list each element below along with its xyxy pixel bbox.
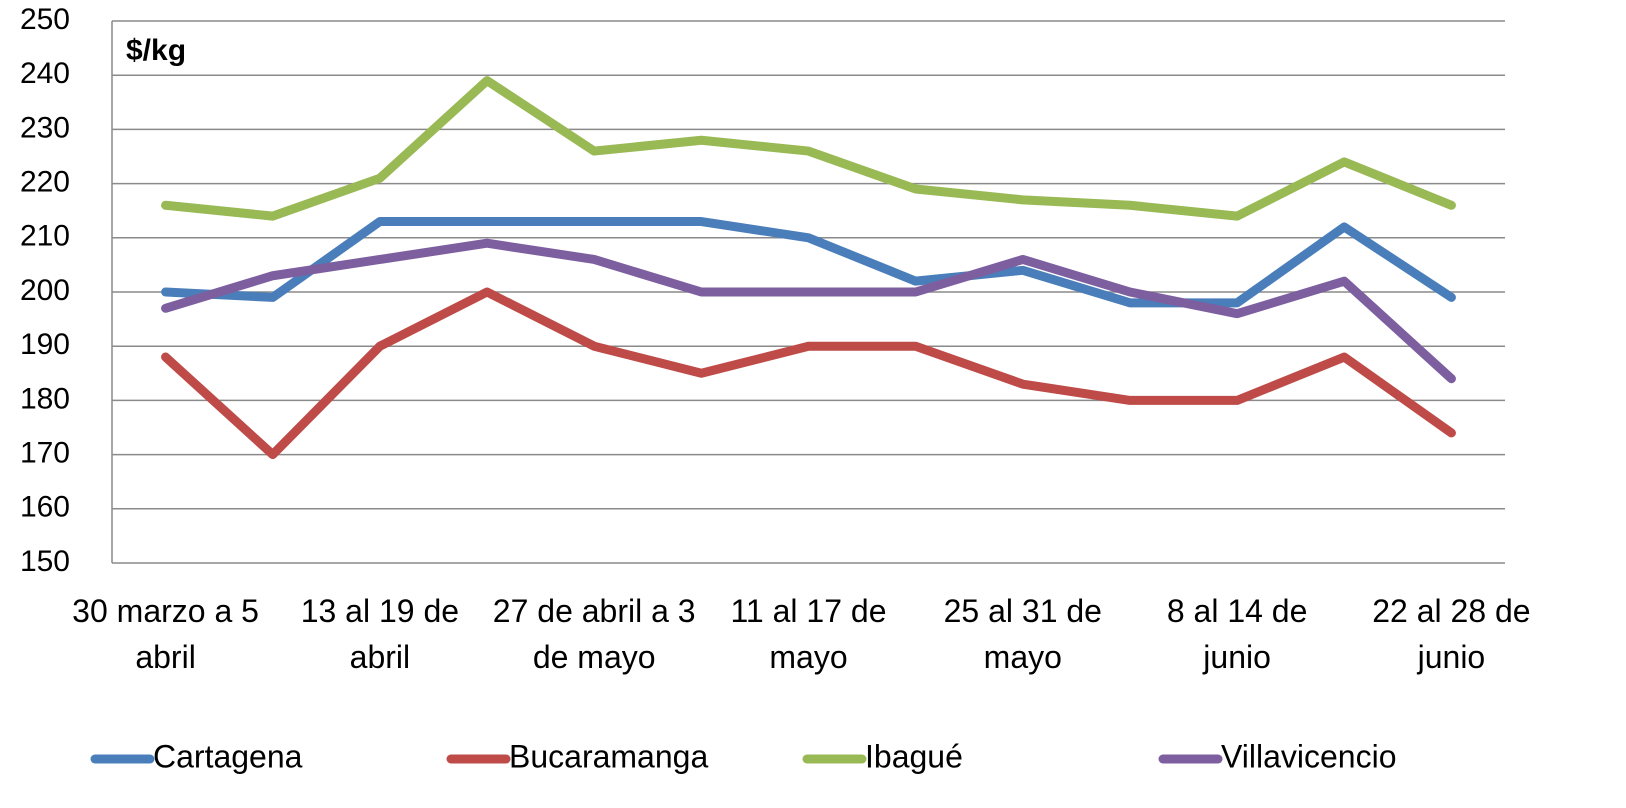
y-tick-label: 230 (20, 111, 70, 144)
series-line (161, 238, 1456, 384)
x-tick-label: 8 al 14 de junio (1166, 593, 1308, 675)
series-line (161, 287, 1456, 460)
y-tick-label: 190 (20, 328, 70, 361)
legend-label: Bucaramanga (509, 738, 708, 774)
series-line (161, 217, 1456, 308)
x-tick-label: 27 de abril a 3 de mayo (492, 593, 696, 675)
y-tick-label: 250 (20, 3, 70, 36)
y-tick-label: 160 (20, 491, 70, 524)
x-tick-label: 13 al 19 de abril (300, 593, 460, 675)
y-tick-label: 220 (20, 166, 70, 199)
x-tick-label: 22 al 28 de junio (1372, 593, 1531, 675)
y-tick-label: 240 (20, 57, 70, 90)
legend-label: Villavicencio (1221, 738, 1397, 774)
y-tick-label: 180 (20, 382, 70, 415)
x-tick-label: 25 al 31 de mayo (943, 593, 1102, 675)
y-tick-label: 170 (20, 437, 70, 470)
unit-annotation: $/kg (126, 34, 186, 67)
y-tick-label: 150 (20, 545, 70, 578)
y-tick-label: 210 (20, 220, 70, 253)
x-tick-label: 11 al 17 de mayo (730, 593, 887, 675)
series-line (161, 76, 1456, 221)
y-tick-label: 200 (20, 274, 70, 307)
legend-label: Ibagué (865, 738, 963, 774)
x-tick-label: 30 marzo a 5 abril (72, 593, 259, 675)
legend-label: Cartagena (153, 738, 303, 774)
